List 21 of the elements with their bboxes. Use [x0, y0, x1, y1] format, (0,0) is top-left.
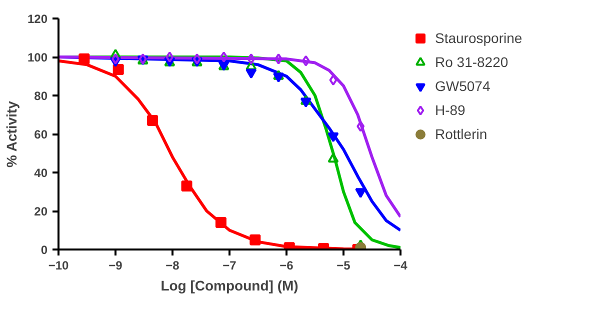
y-tick-label: 80	[34, 89, 48, 103]
x-tick-label: −10	[48, 258, 70, 272]
y-tick-label: 100	[27, 50, 48, 64]
legend-label: GW5074	[435, 78, 490, 94]
x-tick-label: −5	[336, 258, 351, 272]
legend-label: Staurosporine	[435, 30, 522, 46]
y-axis-title: % Activity	[3, 100, 20, 168]
legend-label: Ro 31-8220	[435, 54, 508, 70]
x-tick-label: −4	[394, 258, 408, 272]
legend-label: Rottlerin	[435, 126, 488, 142]
x-tick-label: −9	[108, 258, 123, 272]
y-tick-label: 20	[34, 204, 48, 218]
y-tick-label: 40	[34, 166, 48, 180]
y-tick-label: 0	[40, 243, 48, 257]
x-tick-label: −6	[280, 258, 294, 272]
x-axis-title: Log [Compound] (M)	[160, 278, 298, 294]
legend-label: H-89	[435, 102, 466, 118]
y-tick-label: 120	[27, 12, 48, 26]
x-tick-label: −8	[166, 258, 180, 272]
x-tick-label: −7	[222, 258, 237, 272]
y-tick-label: 60	[34, 128, 48, 142]
